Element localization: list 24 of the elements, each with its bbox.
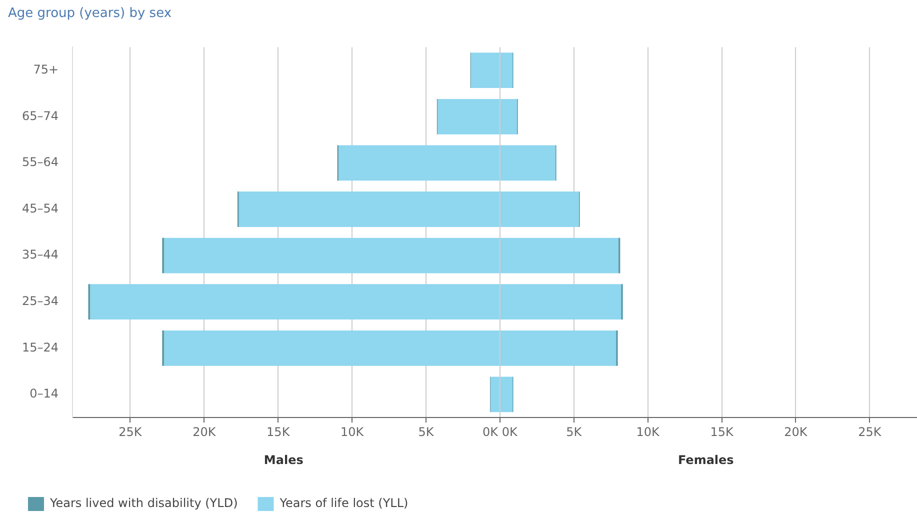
chart-title: Age group (years) by sex <box>8 6 172 21</box>
legend-label: Years of life lost (YLL) <box>278 496 408 510</box>
y-tick-label: 35–44 <box>22 248 59 262</box>
y-tick-label: 0–14 <box>30 386 59 401</box>
x-tick-label: 25K <box>118 424 143 439</box>
y-tick-label: 45–54 <box>22 201 59 216</box>
text: Males <box>264 453 304 468</box>
x-tick-label: 20K <box>192 424 217 439</box>
x-tick-label: 0K 0K <box>482 424 518 439</box>
legend-label: Years lived with disability (YLD) <box>49 496 238 510</box>
y-tick-label: 75+ <box>33 62 59 76</box>
x-tick-label: 25K <box>858 424 882 439</box>
x-tick-label: 15K <box>710 424 734 439</box>
x-tick-label: 5K <box>566 424 583 439</box>
x-tick-label: 20K <box>784 424 808 439</box>
y-tick-label: 15–24 <box>22 340 59 354</box>
x-tick-label: 10K <box>636 424 661 439</box>
x-tick-label: 15K <box>266 424 291 439</box>
x-tick-label: 10K <box>340 424 365 439</box>
text: Females <box>678 453 734 468</box>
y-tick-label: 65–74 <box>22 108 59 123</box>
y-tick-label: 25–34 <box>22 294 59 308</box>
y-tick-label: 55–64 <box>22 155 59 170</box>
x-tick-label: 5K <box>418 424 435 439</box>
